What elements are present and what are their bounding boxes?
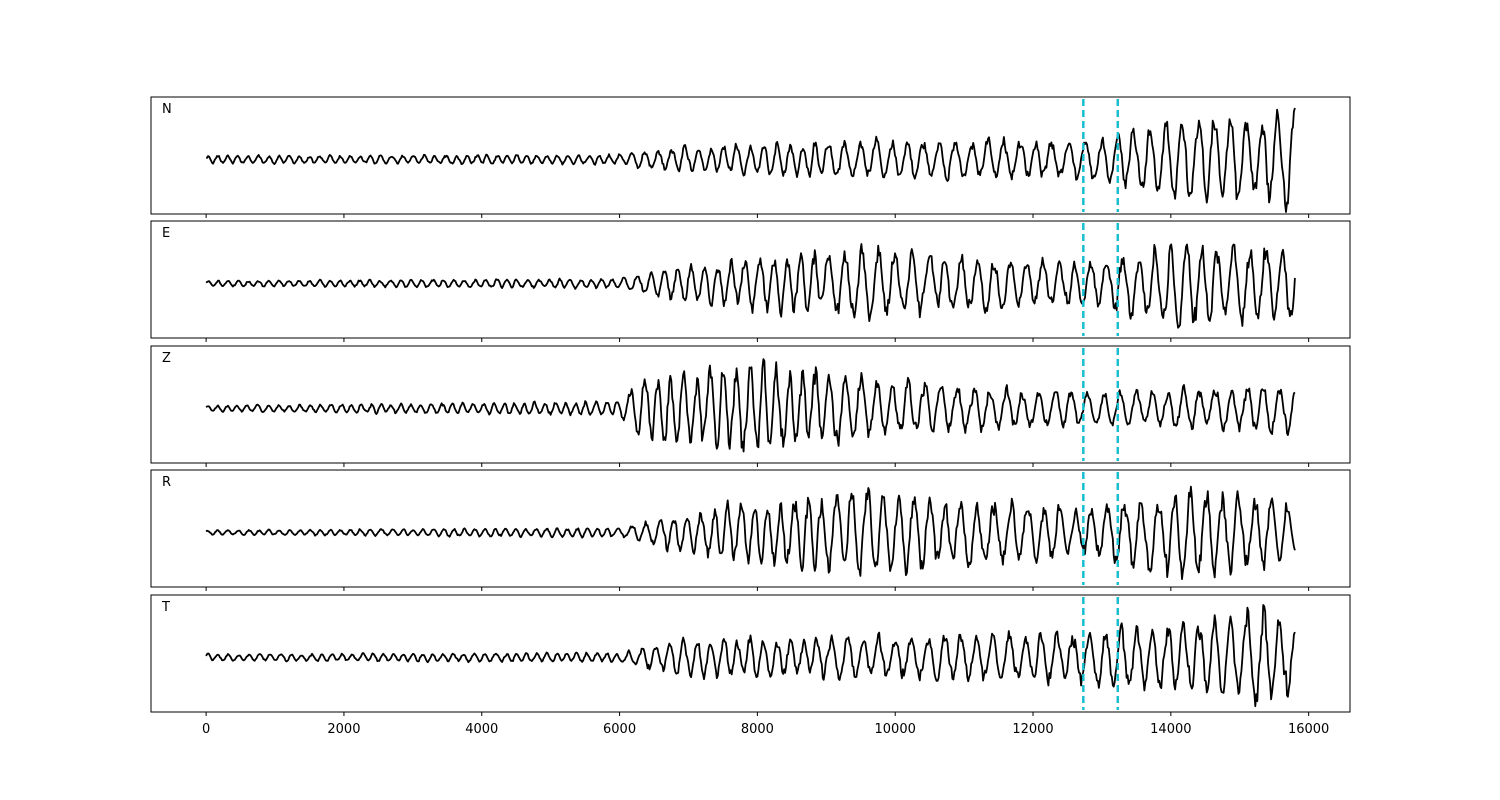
x-tick-label: 6000 [603,722,636,737]
x-tick-label: 10000 [875,722,916,737]
panel-frame [150,345,1351,464]
panel-z: Z [150,345,1351,467]
panel-label: Z [162,351,171,366]
waveform-trace-t [205,604,1296,708]
waveform-trace-e [205,243,1296,329]
panel-frame [150,594,1351,713]
panel-stack: N E Z R T [150,96,1351,716]
panel-label: E [162,226,170,241]
panel-frame [150,220,1351,339]
panel-frame [150,469,1351,588]
x-tick-label: 4000 [465,722,498,737]
x-axis: 0 2000 4000 6000 8000 10000 12000 14000 16000 [202,722,1329,737]
panel-frame [150,96,1351,215]
x-tick-label: 2000 [327,722,360,737]
x-tick-label: 12000 [1012,722,1053,737]
panel-e: E [150,220,1351,342]
panel-n: N [150,96,1351,218]
panel-label: T [161,600,170,615]
panel-label: R [162,475,171,490]
panel-r: R [150,469,1351,591]
waveform-trace-n [206,107,1296,213]
waveform-trace-r [205,485,1296,580]
x-tick-label: 0 [202,722,210,737]
x-tick-label: 8000 [741,722,774,737]
x-tick-label: 14000 [1150,722,1191,737]
x-tick-label: 16000 [1288,722,1329,737]
waveform-trace-z [205,358,1296,453]
panel-t: T [150,594,1351,716]
panel-label: N [162,102,172,117]
